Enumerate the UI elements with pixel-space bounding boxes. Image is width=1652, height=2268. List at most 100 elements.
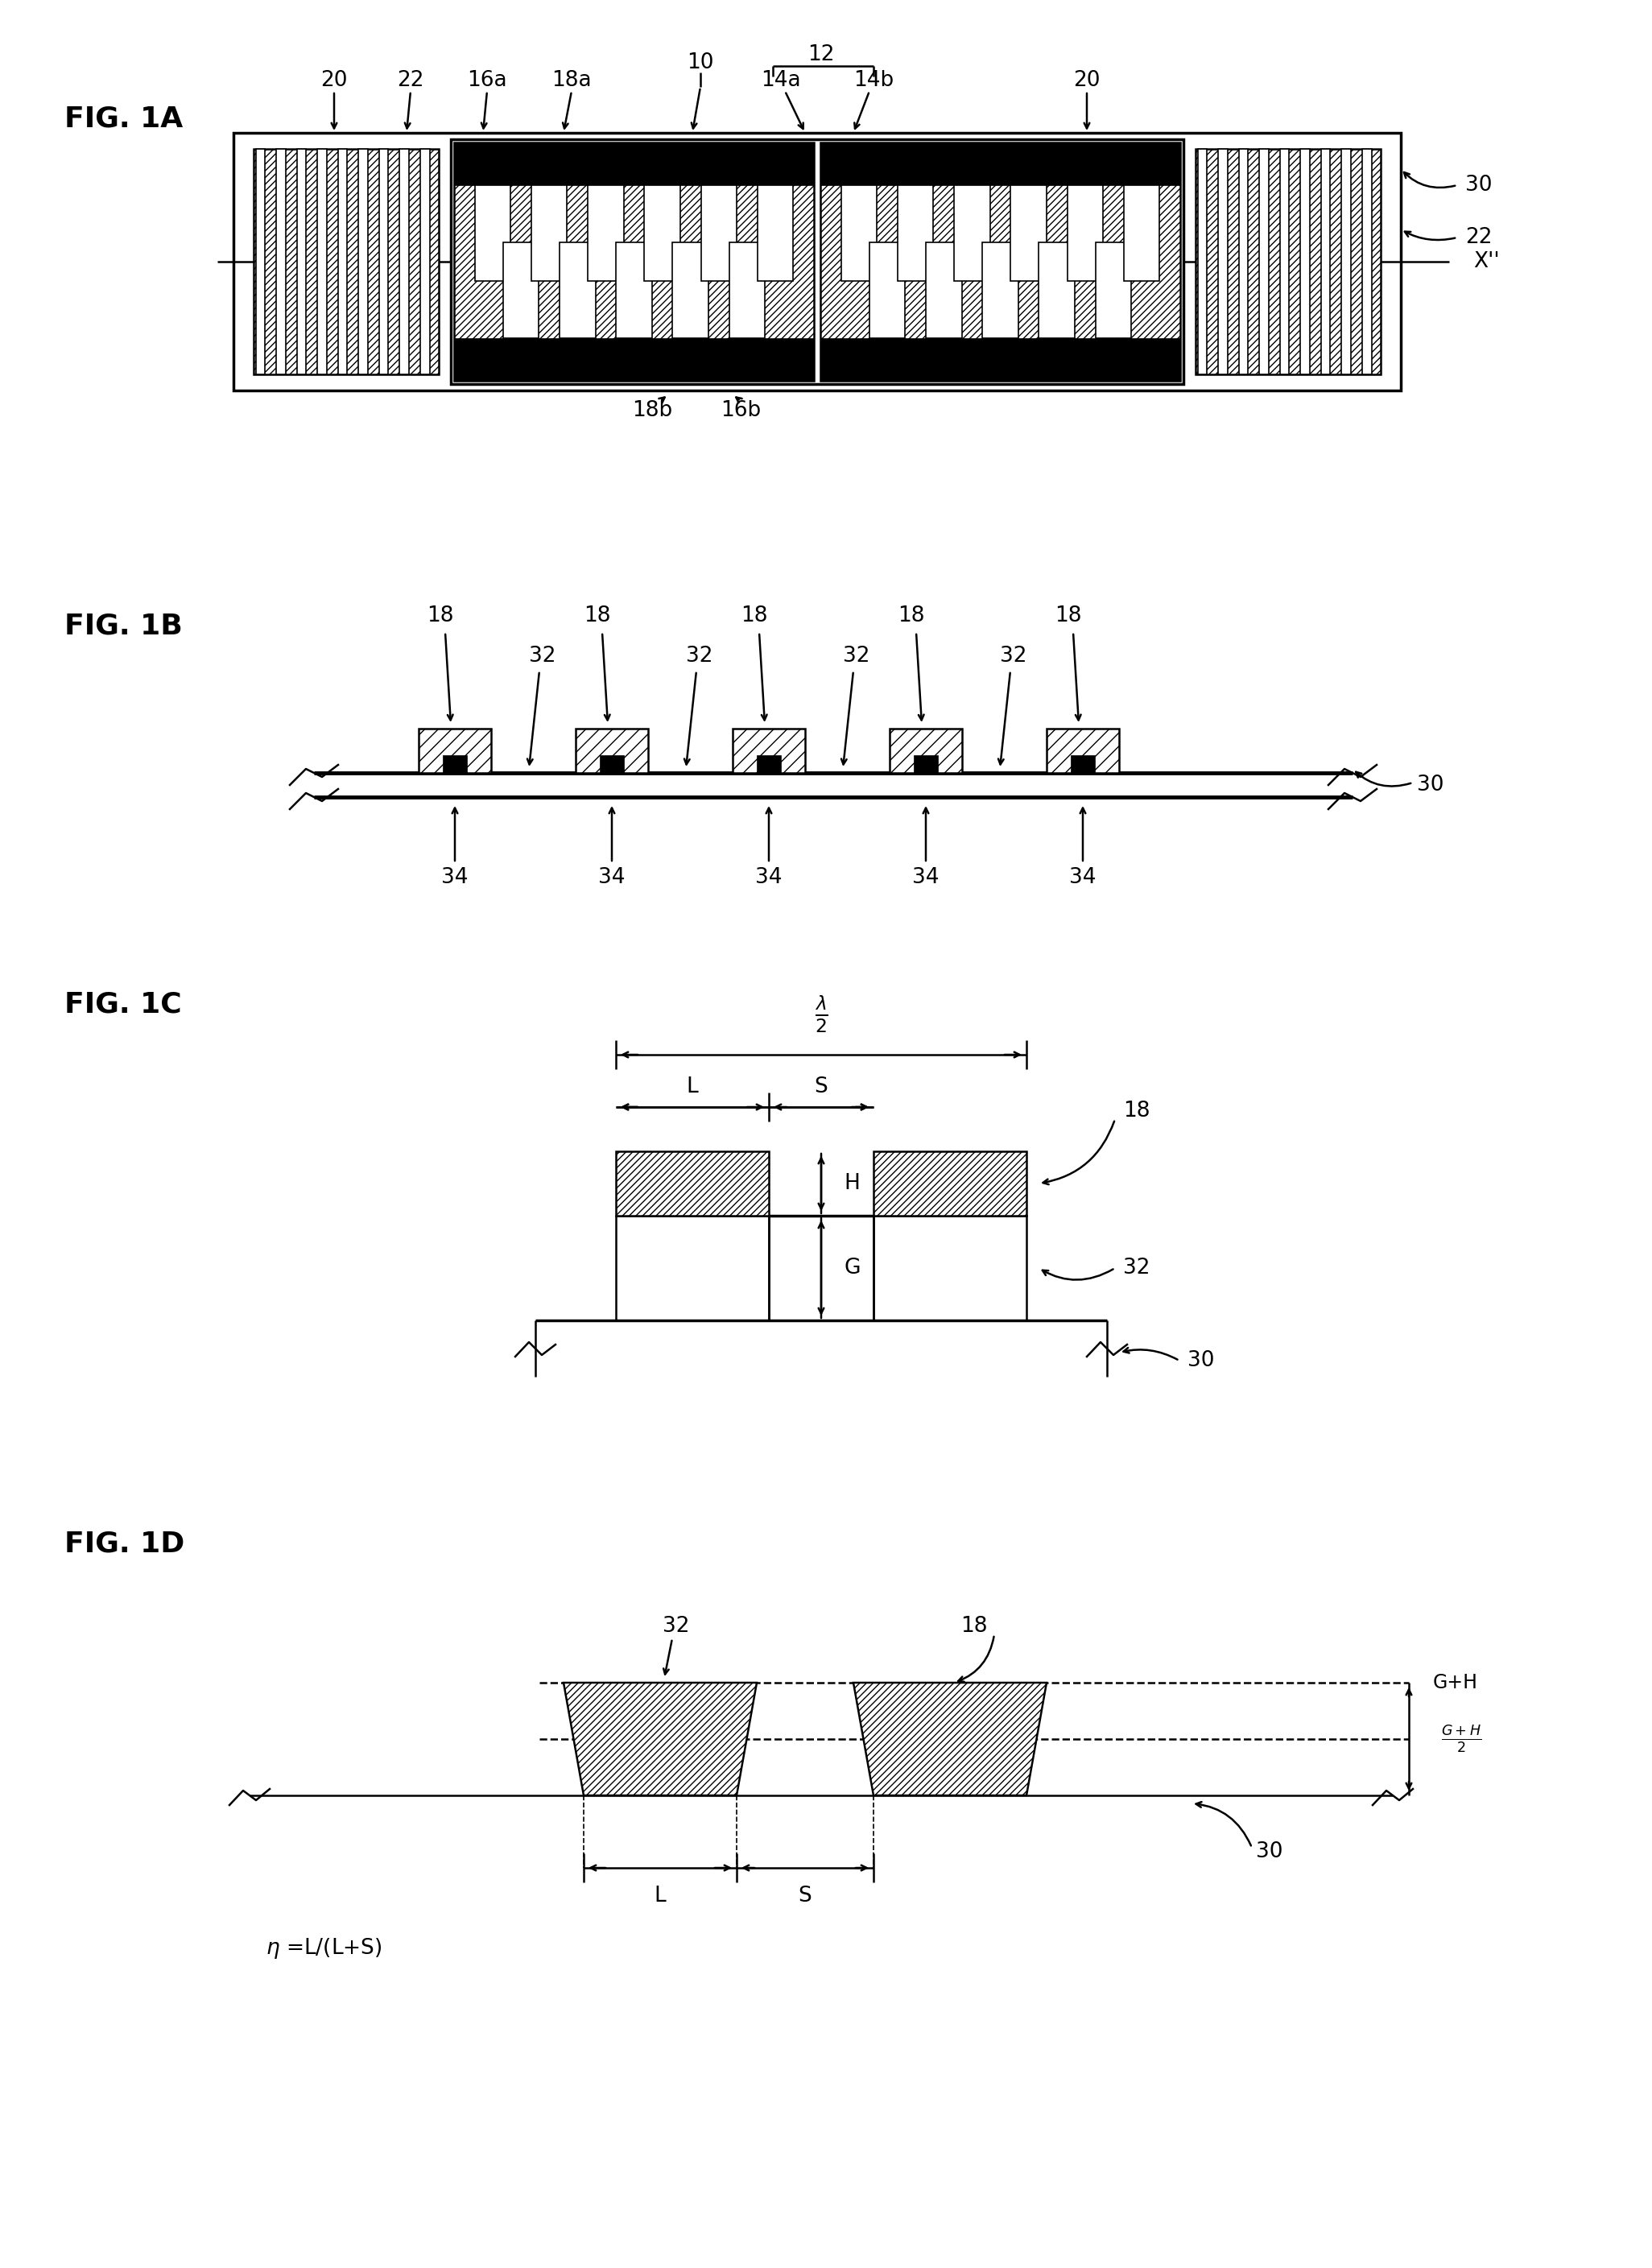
Bar	[575, 728, 648, 773]
Text: 18: 18	[583, 606, 611, 626]
Bar	[454, 143, 814, 186]
Bar	[254, 150, 439, 374]
Bar	[1039, 243, 1075, 338]
Text: 20: 20	[320, 70, 347, 91]
Bar	[897, 186, 933, 281]
Text: 18: 18	[897, 606, 925, 626]
Bar	[339, 150, 347, 374]
Text: FIG. 1B: FIG. 1B	[64, 612, 183, 640]
Bar	[600, 755, 624, 773]
Bar	[256, 150, 264, 374]
Bar	[700, 186, 737, 281]
Text: X'': X''	[1474, 252, 1500, 272]
Text: G: G	[844, 1256, 861, 1279]
Bar	[841, 186, 877, 281]
Bar	[1070, 755, 1095, 773]
Text: FIG. 1D: FIG. 1D	[64, 1529, 185, 1558]
Text: 20: 20	[1074, 70, 1100, 91]
Bar	[1322, 150, 1330, 374]
Text: 12: 12	[808, 45, 834, 66]
Text: 14b: 14b	[854, 70, 894, 91]
Text: FIG. 1A: FIG. 1A	[64, 104, 183, 132]
Bar	[616, 1216, 768, 1320]
Text: 32: 32	[686, 646, 714, 667]
Bar	[616, 243, 653, 338]
Bar	[925, 243, 961, 338]
Bar	[1196, 150, 1381, 374]
Text: 32: 32	[843, 646, 871, 667]
Text: 16b: 16b	[720, 399, 762, 422]
Bar	[889, 728, 961, 773]
Bar	[454, 143, 814, 381]
Polygon shape	[854, 1683, 1047, 1796]
Bar	[644, 186, 681, 281]
Text: 32: 32	[529, 646, 557, 667]
Bar	[588, 186, 624, 281]
Bar	[233, 134, 1401, 390]
Bar	[297, 150, 306, 374]
Bar	[729, 243, 765, 338]
Bar	[474, 186, 510, 281]
Bar	[1095, 243, 1132, 338]
Text: 22: 22	[396, 70, 425, 91]
Bar	[1239, 150, 1247, 374]
Bar	[420, 150, 430, 374]
Bar	[317, 150, 327, 374]
Text: 30: 30	[1417, 773, 1444, 796]
Bar	[454, 338, 814, 381]
Bar	[1067, 186, 1104, 281]
Bar	[616, 1152, 768, 1216]
Text: 18b: 18b	[631, 399, 672, 422]
Polygon shape	[563, 1683, 757, 1796]
Bar	[914, 755, 938, 773]
Text: H: H	[844, 1173, 859, 1193]
Text: 18: 18	[740, 606, 768, 626]
Text: 30: 30	[1465, 175, 1492, 195]
Bar	[821, 338, 1180, 381]
Bar	[821, 143, 1180, 186]
Bar	[983, 243, 1018, 338]
Text: FIG. 1C: FIG. 1C	[64, 991, 182, 1018]
Text: 16a: 16a	[468, 70, 507, 91]
Bar	[672, 243, 709, 338]
Bar	[953, 186, 990, 281]
Text: 30: 30	[1256, 1842, 1284, 1862]
Bar	[400, 150, 410, 374]
Text: S: S	[798, 1885, 811, 1907]
Bar	[869, 243, 905, 338]
Text: $\frac{\lambda}{2}$: $\frac{\lambda}{2}$	[814, 993, 828, 1034]
Bar	[1123, 186, 1160, 281]
Bar	[560, 243, 595, 338]
Text: 18a: 18a	[552, 70, 591, 91]
Bar	[732, 728, 805, 773]
Bar	[358, 150, 368, 374]
Bar	[1300, 150, 1310, 374]
Bar	[874, 1152, 1026, 1216]
Text: 34: 34	[1069, 866, 1097, 889]
Text: 32: 32	[999, 646, 1028, 667]
Bar	[1198, 150, 1208, 374]
Bar	[1280, 150, 1289, 374]
Text: $\frac{G+H}{2}$: $\frac{G+H}{2}$	[1441, 1724, 1482, 1753]
Text: 34: 34	[598, 866, 626, 889]
Bar	[757, 186, 793, 281]
Text: 18: 18	[426, 606, 454, 626]
Text: 14a: 14a	[762, 70, 801, 91]
Bar	[757, 755, 781, 773]
Bar	[874, 1216, 1026, 1320]
Text: 34: 34	[441, 866, 469, 889]
Text: 18: 18	[1123, 1100, 1150, 1120]
Bar	[1218, 150, 1227, 374]
Text: 10: 10	[687, 52, 714, 73]
Text: 32: 32	[662, 1615, 691, 1637]
Bar	[1341, 150, 1351, 374]
Bar	[1259, 150, 1269, 374]
Text: 18: 18	[961, 1615, 988, 1637]
Text: L: L	[654, 1885, 666, 1907]
Bar	[1011, 186, 1047, 281]
Bar	[276, 150, 286, 374]
Text: 22: 22	[1465, 227, 1492, 247]
Bar	[821, 143, 1180, 381]
Text: 34: 34	[755, 866, 783, 889]
Bar	[443, 755, 468, 773]
